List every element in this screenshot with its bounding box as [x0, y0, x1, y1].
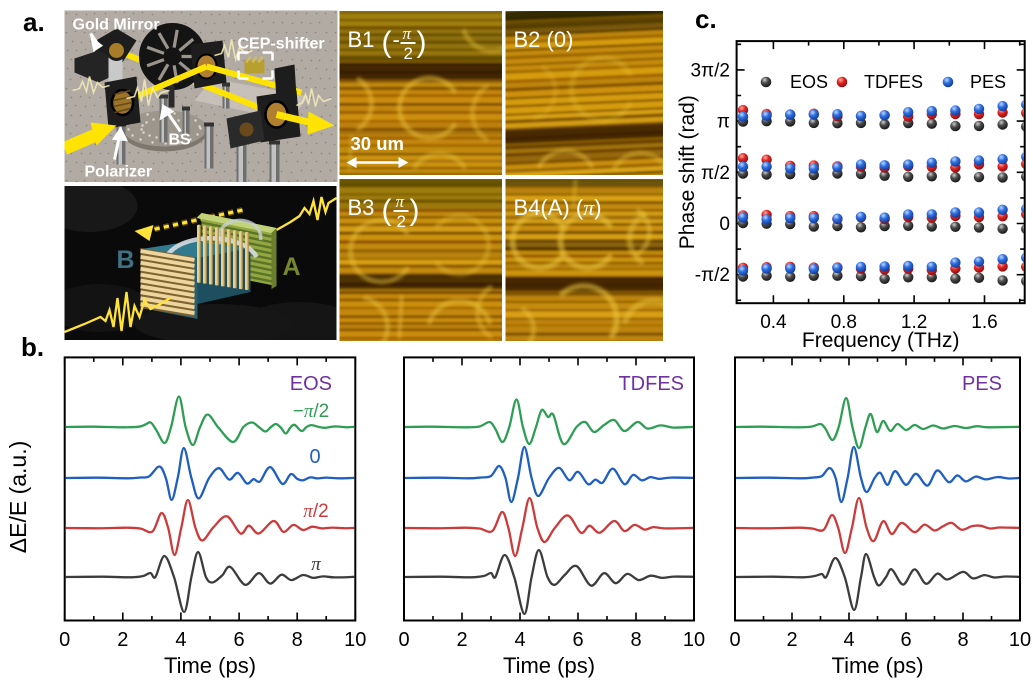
- svg-text:PES: PES: [962, 373, 1002, 395]
- svg-text:B4(A) (π): B4(A) (π): [514, 195, 602, 220]
- svg-text:π/2: π/2: [303, 501, 328, 522]
- svg-text:8: 8: [292, 629, 303, 651]
- svg-text:B3: B3: [348, 195, 375, 220]
- svg-text:PES: PES: [970, 72, 1006, 92]
- svg-text:0: 0: [59, 629, 70, 651]
- svg-text:4: 4: [175, 629, 186, 651]
- svg-text:Polarizer: Polarizer: [85, 164, 153, 181]
- svg-text:π: π: [403, 24, 412, 43]
- svg-text:Time (ps): Time (ps): [503, 653, 595, 678]
- svg-text:4: 4: [514, 629, 525, 651]
- svg-text:π/2: π/2: [701, 163, 730, 184]
- svg-text:1.2: 1.2: [901, 312, 927, 333]
- svg-text:Frequency (THz): Frequency (THz): [802, 329, 960, 352]
- svg-text:10: 10: [1009, 629, 1031, 651]
- svg-text:B1: B1: [348, 27, 375, 52]
- svg-text:-: -: [393, 27, 400, 52]
- svg-text:): ): [410, 194, 420, 227]
- svg-text:EOS: EOS: [290, 373, 332, 395]
- svg-text:6: 6: [234, 629, 245, 651]
- svg-text:6: 6: [572, 629, 583, 651]
- svg-text:CEP-shifter: CEP-shifter: [238, 36, 325, 53]
- svg-text:2: 2: [456, 629, 467, 651]
- svg-text:8: 8: [957, 629, 968, 651]
- svg-text:ΔE/E (a.u.): ΔE/E (a.u.): [5, 441, 31, 554]
- svg-text:3π/2: 3π/2: [690, 60, 730, 81]
- svg-text:2: 2: [404, 44, 413, 63]
- svg-text:10: 10: [683, 629, 705, 651]
- svg-text:B: B: [117, 246, 135, 274]
- svg-text:2: 2: [786, 629, 797, 651]
- svg-text:EOS: EOS: [790, 72, 828, 92]
- svg-text:π: π: [396, 192, 405, 211]
- svg-text:): ): [417, 26, 427, 59]
- svg-text:0.8: 0.8: [831, 312, 857, 333]
- svg-text:B2 (0): B2 (0): [514, 27, 574, 52]
- svg-text:2: 2: [117, 629, 128, 651]
- svg-text:π: π: [717, 112, 730, 133]
- svg-text:6: 6: [900, 629, 911, 651]
- svg-text:0: 0: [309, 446, 320, 468]
- svg-text:π: π: [311, 554, 321, 575]
- svg-text:(: (: [382, 194, 392, 227]
- svg-text:1.6: 1.6: [971, 312, 997, 333]
- svg-text:30 um: 30 um: [351, 133, 404, 154]
- svg-text:Time (ps): Time (ps): [831, 653, 923, 678]
- svg-text:-π/2: -π/2: [695, 265, 730, 286]
- svg-text:BS: BS: [169, 132, 192, 149]
- svg-text:TDFES: TDFES: [864, 72, 923, 92]
- svg-text:(: (: [382, 26, 392, 59]
- svg-text:10: 10: [344, 629, 366, 651]
- svg-text:2: 2: [397, 212, 406, 231]
- svg-text:A: A: [283, 253, 301, 281]
- svg-text:0.4: 0.4: [760, 312, 787, 333]
- svg-text:4: 4: [843, 629, 854, 651]
- svg-text:Phase shift (rad): Phase shift (rad): [676, 95, 699, 249]
- svg-text:−π/2: −π/2: [293, 401, 330, 422]
- svg-text:Gold Mirror: Gold Mirror: [73, 17, 160, 34]
- svg-text:Time (ps): Time (ps): [164, 653, 256, 678]
- svg-text:8: 8: [630, 629, 641, 651]
- svg-text:TDFES: TDFES: [618, 373, 684, 395]
- svg-text:0: 0: [398, 629, 409, 651]
- svg-text:0: 0: [719, 214, 730, 235]
- svg-text:0: 0: [729, 629, 740, 651]
